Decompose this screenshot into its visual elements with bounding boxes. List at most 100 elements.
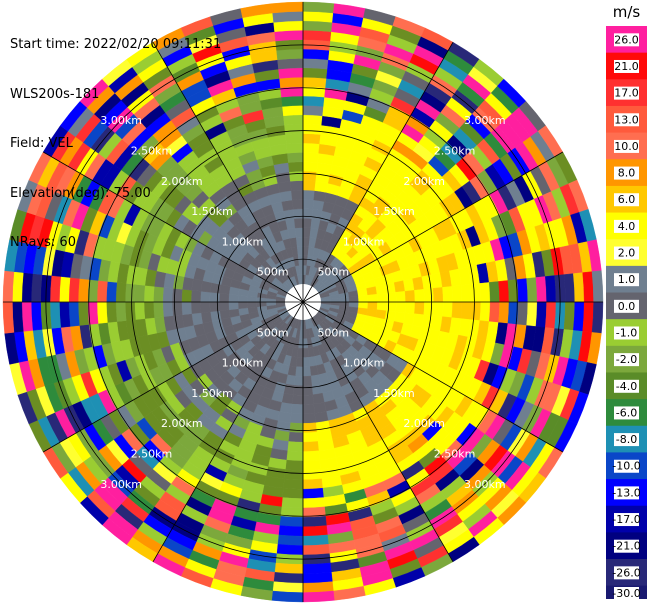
colorbar-tick-label: 21.0 (614, 60, 639, 73)
velocity-gate (302, 67, 328, 79)
velocity-gate (573, 272, 585, 303)
velocity-gate (488, 301, 500, 323)
velocity-gate (302, 581, 334, 593)
range-ring-label: 1.50km (373, 205, 415, 218)
velocity-gate (302, 357, 311, 368)
velocity-gate (302, 403, 315, 415)
velocity-gate (404, 301, 416, 314)
colorbar-tick-bg (614, 59, 639, 73)
velocity-gate (302, 422, 317, 434)
velocity-gate (395, 301, 406, 313)
velocity-gate (386, 292, 397, 303)
velocity-gate (310, 374, 321, 386)
velocity-gate (479, 282, 491, 303)
velocity-gate (498, 280, 510, 303)
velocity-gate (302, 105, 324, 117)
velocity-gate (582, 271, 594, 303)
colorbar-tick-bg (614, 566, 639, 580)
velocity-gate (134, 301, 146, 320)
velocity-gate (49, 275, 61, 303)
range-ring-label: 3.00km (464, 114, 506, 127)
velocity-gate (287, 441, 304, 452)
colorbar-tick-bg (614, 539, 639, 553)
velocity-gate (273, 20, 304, 32)
velocity-gate (302, 58, 329, 70)
velocity-gate (209, 292, 220, 303)
velocity-gate (290, 413, 304, 424)
velocity-gate (375, 284, 387, 295)
velocity-gate (563, 301, 576, 331)
colorbar-tick-label: -13.0 (612, 486, 640, 499)
colorbar-tick-bg (614, 166, 639, 180)
velocity-gate (432, 301, 444, 317)
range-ring-label: 1.50km (191, 387, 233, 400)
velocity-gate (423, 301, 435, 316)
radial-line (152, 41, 304, 303)
colorbar-tick-label: 4.0 (618, 220, 636, 233)
colorbar-tick-bg (614, 459, 639, 473)
velocity-gate (153, 286, 164, 303)
velocity-gate (285, 133, 304, 145)
velocity-gate (297, 255, 304, 266)
velocity-gate (290, 180, 304, 191)
velocity-gate (292, 394, 304, 405)
colorbar-tick-bg (614, 139, 639, 153)
colorbar-tick-label: 6.0 (618, 193, 636, 206)
velocity-gate (171, 301, 183, 316)
velocity-gate (302, 48, 330, 60)
velocity-gate (451, 301, 463, 319)
velocity-gate (2, 270, 15, 303)
velocity-gate (96, 301, 108, 324)
colorbar-tick-bg (614, 513, 639, 527)
range-ring-label: 1.50km (191, 205, 233, 218)
velocity-gate (591, 301, 604, 334)
velocity-gate (96, 280, 108, 303)
velocity-gate (302, 487, 324, 499)
velocity-gate (294, 217, 304, 229)
velocity-gate (302, 469, 322, 481)
velocity-gate (77, 278, 89, 303)
colorbar-tick-label: -21.0 (612, 540, 640, 553)
colorbar-tick-label: 26.0 (614, 33, 639, 46)
range-ring-label: 1.00km (343, 235, 385, 248)
velocity-gate (414, 301, 425, 315)
info-panel: Start time: 2022/02/20 09:11:31 WLS200s-… (10, 4, 221, 268)
velocity-gate (302, 534, 329, 546)
radial-line (302, 301, 454, 563)
velocity-gate (545, 275, 557, 303)
range-ring-label: 2.00km (161, 175, 203, 188)
velocity-gate (162, 301, 174, 317)
velocity-gate (442, 286, 453, 303)
range-ring-label: 500m (257, 326, 289, 339)
velocity-gate (348, 295, 359, 303)
velocity-gate (288, 431, 304, 443)
velocity-gate (190, 301, 202, 314)
velocity-gate (200, 301, 211, 313)
velocity-gate (273, 572, 304, 584)
velocity-gate (271, 590, 304, 603)
velocity-gate (2, 301, 15, 334)
colorbar-tick-bg (614, 193, 639, 207)
velocity-gate (279, 402, 293, 414)
velocity-gate (302, 338, 309, 349)
elevation-label: Elevation(deg): 75.00 (10, 185, 151, 201)
velocity-gate (282, 105, 304, 117)
velocity-gate (247, 301, 258, 309)
start-time-label: Start time: 2022/02/20 09:11:31 (10, 37, 222, 52)
velocity-gate (181, 301, 192, 315)
colorbar-tick-bg (614, 273, 639, 287)
nrays-label: NRays: 60 (10, 235, 76, 250)
colorbar-tick-label: -6.0 (616, 406, 637, 419)
colorbar-tick-label: -1.0 (616, 326, 637, 339)
velocity-gate (302, 189, 315, 201)
velocity-gate (460, 301, 472, 320)
range-ring-label: 500m (317, 326, 349, 339)
colorbar-tick-label: -30.0 (612, 587, 640, 600)
velocity-gate (272, 581, 304, 593)
velocity-gate (302, 152, 319, 163)
velocity-gate (115, 282, 127, 303)
velocity-gate (535, 276, 547, 303)
range-ring-label: 1.00km (222, 235, 264, 248)
velocity-gate (274, 29, 304, 42)
